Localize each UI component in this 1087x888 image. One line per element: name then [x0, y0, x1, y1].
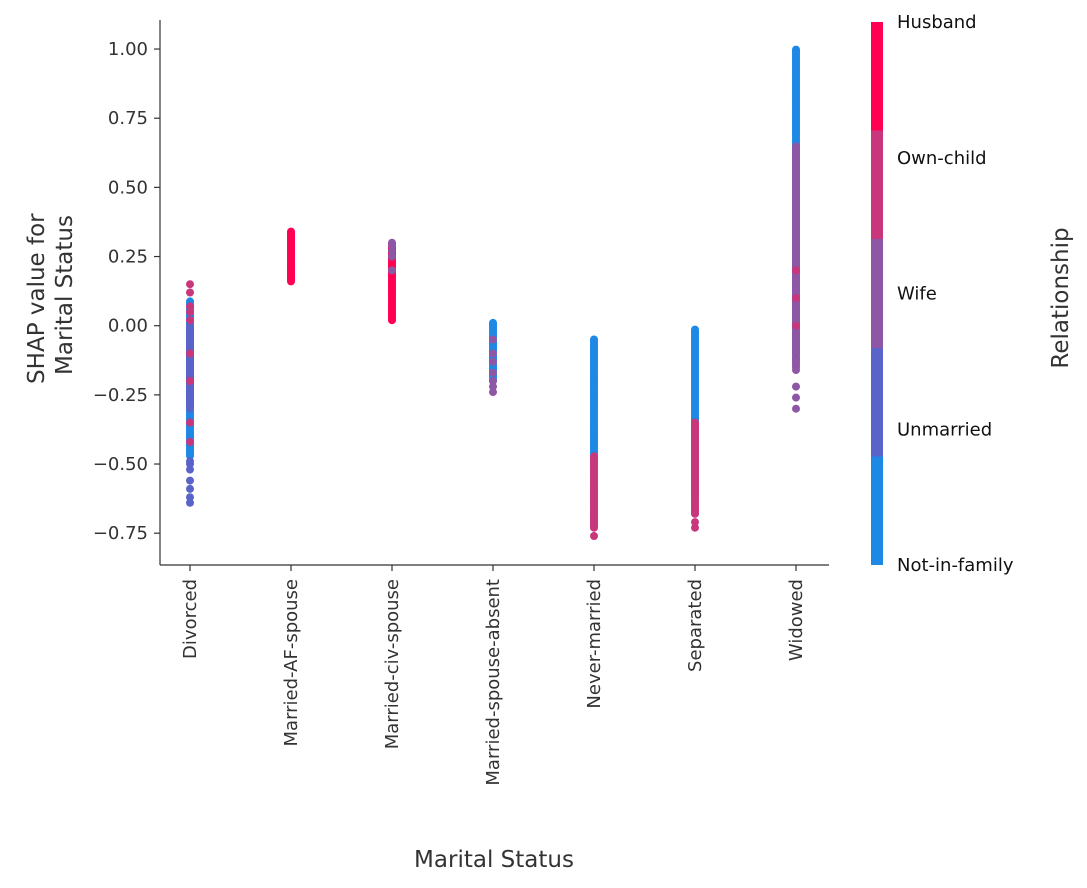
data-point [186, 418, 194, 427]
data-point [691, 418, 699, 427]
y-tick-label: 0.75 [108, 108, 148, 129]
data-point [691, 518, 699, 527]
data-point [590, 515, 598, 524]
y-tick-label: −0.25 [93, 385, 148, 406]
data-point [186, 493, 194, 502]
data-point [489, 368, 497, 377]
x-axis-label: Marital Status [414, 847, 574, 873]
data-point [186, 437, 194, 446]
data-point [186, 498, 194, 507]
data-point [388, 241, 396, 250]
data-point [792, 45, 800, 54]
data-point [186, 476, 194, 485]
data-point [287, 227, 295, 236]
data-point [792, 404, 800, 413]
colorbar-label: Own-child [897, 148, 987, 169]
data-point [186, 457, 194, 466]
data-point [388, 252, 396, 261]
y-tick-label: −0.50 [93, 454, 148, 475]
data-point [590, 335, 598, 344]
x-tick-label: Never-married [584, 579, 605, 709]
data-point [186, 302, 194, 311]
data-point [691, 523, 699, 532]
data-point [489, 388, 497, 397]
data-point [186, 349, 194, 358]
x-tick-label: Divorced [180, 579, 201, 659]
y-axis-label: SHAP value for Marital Status [24, 206, 78, 384]
colorbar-label: Husband [897, 12, 977, 33]
data-point [489, 335, 497, 344]
colorbar [871, 22, 883, 565]
data-point [186, 321, 194, 330]
data-point [186, 288, 194, 297]
y-tick-label: 0.25 [108, 247, 148, 268]
x-tick-label: Married-spouse-absent [483, 579, 504, 786]
data-point [186, 307, 194, 316]
y-tick-label: 0.00 [108, 316, 148, 337]
x-tick-label: Married-civ-spouse [382, 579, 403, 749]
colorbar-labels: Husband Own-child Wife Unmarried Not-in-fami… [897, 12, 1014, 576]
data-point [792, 354, 800, 363]
data-point [792, 382, 800, 391]
x-tick-label: Married-AF-spouse [281, 579, 302, 746]
y-axis-ticks: 1.00 0.75 0.50 0.25 0.00 −0.25 −0.50 −0.75 [93, 39, 160, 544]
colorbar-label: Not-in-family [897, 555, 1014, 576]
data-point [691, 325, 699, 334]
x-axis-ticks: Divorced Married-AF-spouse Married-civ-spo… [180, 565, 807, 786]
data-point [792, 142, 800, 151]
data-point [792, 366, 800, 374]
data-point [186, 465, 194, 474]
data-point [792, 393, 800, 402]
scatter-points [186, 45, 800, 540]
data-point [489, 382, 497, 391]
data-point [186, 280, 194, 289]
data-point [691, 424, 699, 433]
x-tick-label: Widowed [786, 579, 807, 661]
data-point [388, 247, 396, 255]
data-point [489, 357, 497, 366]
colorbar-title: Relationship [1048, 227, 1074, 368]
data-point [590, 452, 598, 461]
data-point [792, 294, 800, 302]
data-point [489, 318, 497, 327]
data-point [792, 321, 800, 330]
data-point [489, 377, 497, 385]
colorbar-label: Unmarried [897, 419, 992, 440]
y-tick-label: 1.00 [108, 39, 148, 60]
data-point [489, 349, 497, 358]
colorbar-label: Wife [897, 284, 937, 305]
data-point [792, 266, 800, 275]
x-tick-label: Separated [685, 579, 706, 672]
y-tick-label: −0.75 [93, 523, 148, 544]
y-tick-label: 0.50 [108, 177, 148, 198]
data-point [388, 266, 396, 275]
data-point [186, 377, 194, 385]
data-point [186, 316, 194, 325]
data-point [186, 484, 194, 493]
data-point [590, 532, 598, 540]
